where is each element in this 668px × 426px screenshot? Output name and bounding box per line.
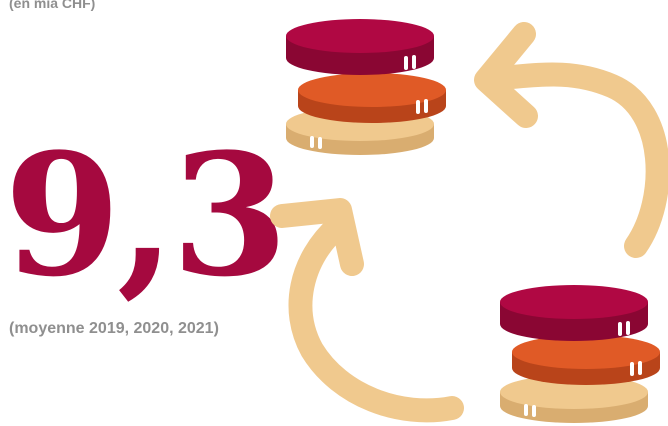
cycle-arrow-icon [474,22,668,258]
unit-label: (en mia CHF) [9,0,96,11]
cycle-arrow-icon [270,198,464,423]
period-label: (moyenne 2019, 2020, 2021) [9,320,219,337]
coin-stack-icon [500,285,660,423]
coin-middle [512,335,660,385]
big-value: 9,3 [4,116,288,314]
coin-top [500,285,648,341]
coin-bottom [286,107,434,155]
coin-stack-icon [286,19,446,155]
coin-top [286,19,434,75]
coin-middle [298,73,446,123]
coin-bottom [500,375,648,423]
